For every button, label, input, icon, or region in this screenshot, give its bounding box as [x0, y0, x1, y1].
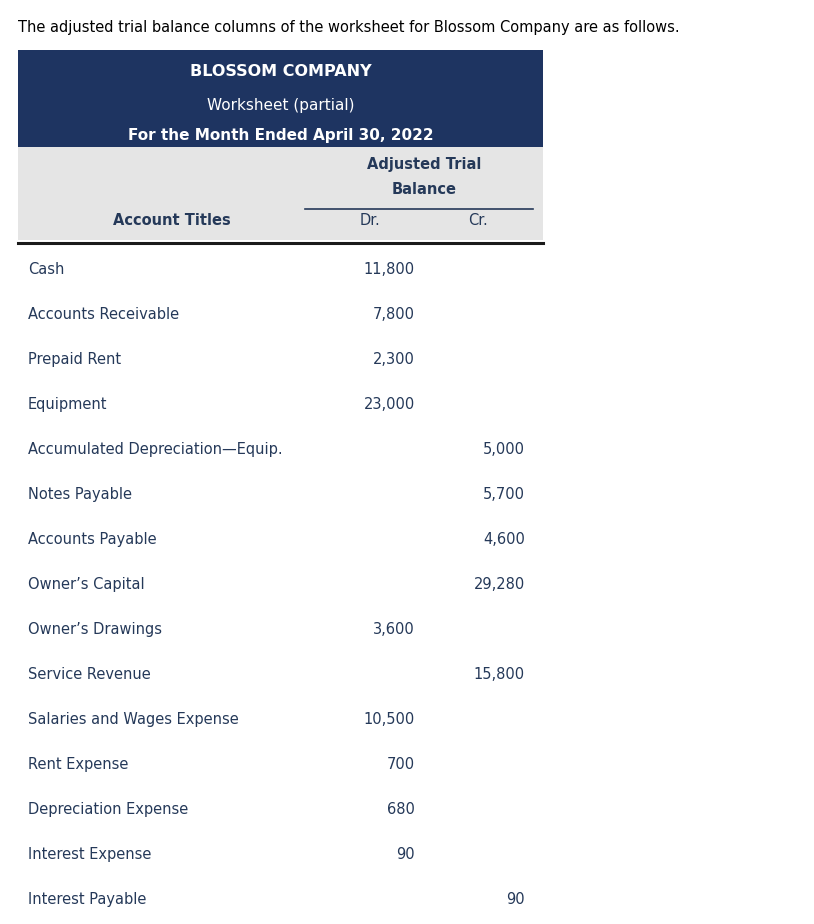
Text: Interest Payable: Interest Payable [28, 892, 147, 907]
Text: Accounts Receivable: Accounts Receivable [28, 307, 179, 322]
Text: Rent Expense: Rent Expense [28, 757, 129, 772]
Text: Cash: Cash [28, 262, 64, 277]
Text: Notes Payable: Notes Payable [28, 487, 132, 502]
Text: The adjusted trial balance columns of the worksheet for Blossom Company are as f: The adjusted trial balance columns of th… [18, 20, 680, 35]
Text: Service Revenue: Service Revenue [28, 667, 151, 682]
Text: Prepaid Rent: Prepaid Rent [28, 352, 121, 367]
Text: 90: 90 [506, 892, 525, 907]
Text: Depreciation Expense: Depreciation Expense [28, 802, 188, 817]
Text: Adjusted Trial: Adjusted Trial [367, 157, 481, 172]
Text: 90: 90 [396, 847, 415, 862]
Text: Equipment: Equipment [28, 397, 107, 412]
Text: Dr.: Dr. [360, 213, 380, 228]
Text: 700: 700 [387, 757, 415, 772]
Text: 5,700: 5,700 [483, 487, 525, 502]
Text: 10,500: 10,500 [364, 712, 415, 727]
Text: 7,800: 7,800 [373, 307, 415, 322]
Text: 15,800: 15,800 [474, 667, 525, 682]
Text: Worksheet (partial): Worksheet (partial) [207, 98, 354, 113]
Text: 2,300: 2,300 [373, 352, 415, 367]
Bar [18, 147, 543, 240]
Text: 4,600: 4,600 [484, 532, 525, 547]
Text: Account Titles: Account Titles [112, 213, 230, 228]
Text: Balance: Balance [392, 182, 457, 197]
Text: 3,600: 3,600 [374, 622, 415, 637]
Text: Owner’s Drawings: Owner’s Drawings [28, 622, 162, 637]
Bar [18, 50, 543, 147]
Text: 23,000: 23,000 [364, 397, 415, 412]
Text: Cr.: Cr. [468, 213, 488, 228]
Text: BLOSSOM COMPANY: BLOSSOM COMPANY [190, 64, 371, 79]
Text: For the Month Ended April 30, 2022: For the Month Ended April 30, 2022 [128, 128, 433, 143]
Text: Interest Expense: Interest Expense [28, 847, 151, 862]
Text: 29,280: 29,280 [474, 577, 525, 592]
Text: Owner’s Capital: Owner’s Capital [28, 577, 145, 592]
Text: 680: 680 [387, 802, 415, 817]
Text: Salaries and Wages Expense: Salaries and Wages Expense [28, 712, 239, 727]
Text: 5,000: 5,000 [483, 442, 525, 457]
Text: Accumulated Depreciation—Equip.: Accumulated Depreciation—Equip. [28, 442, 282, 457]
Text: Accounts Payable: Accounts Payable [28, 532, 156, 547]
Text: 11,800: 11,800 [364, 262, 415, 277]
